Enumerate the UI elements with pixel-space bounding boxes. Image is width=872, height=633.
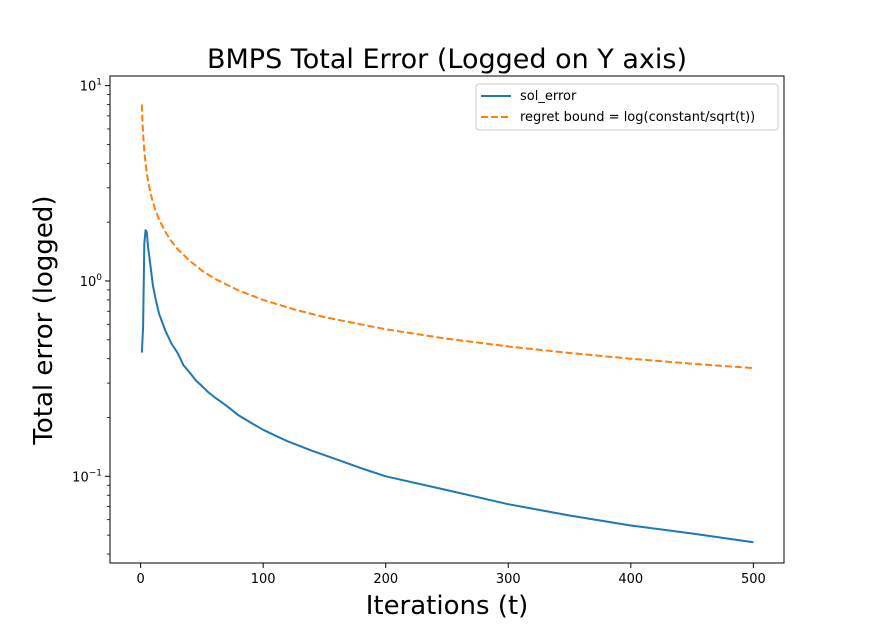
x-axis-title: Iterations (t) <box>366 591 529 621</box>
legend: sol_error regret bound = log(constant/sq… <box>475 83 779 131</box>
legend-label-regret-bound: regret bound = log(constant/sqrt(t)) <box>520 110 755 125</box>
series-line-sol-error <box>140 229 754 544</box>
legend-label-sol-error: sol_error <box>520 89 577 104</box>
x-tick-label: 400 <box>618 572 643 587</box>
y-tick-label: 101 <box>80 78 102 95</box>
axes: 0 100 200 300 400 500 10−1 100 101 <box>72 75 785 587</box>
legend-frame <box>475 83 779 131</box>
series-line-regret-bound <box>140 104 754 370</box>
x-tick-label: 100 <box>251 572 276 587</box>
y-tick-label: 10−1 <box>72 468 102 485</box>
y-axis-title: Total error (logged) <box>29 195 59 445</box>
x-tick-label: 300 <box>496 572 521 587</box>
x-tick-label: 500 <box>741 572 766 587</box>
y-tick-label: 100 <box>80 273 103 290</box>
axes-frame <box>109 75 785 564</box>
x-tick-label: 200 <box>373 572 398 587</box>
plot-area <box>140 104 754 544</box>
x-tick-label: 0 <box>136 572 144 587</box>
chart-title: BMPS Total Error (Logged on Y axis) <box>207 44 687 75</box>
